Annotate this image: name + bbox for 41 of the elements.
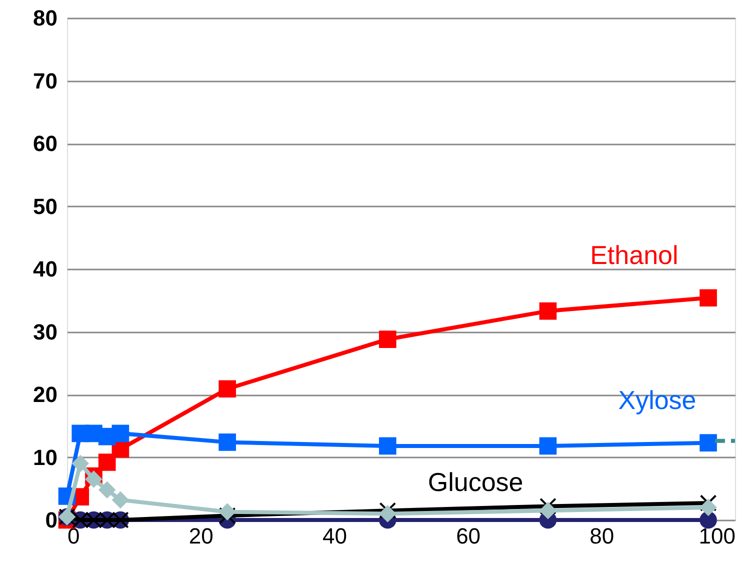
point bbox=[539, 302, 557, 320]
x-tick-label: 20 bbox=[188, 524, 214, 548]
point bbox=[218, 503, 236, 520]
y-tick-label: 10 bbox=[33, 444, 58, 470]
x-tick-label: 40 bbox=[322, 524, 347, 548]
point bbox=[700, 434, 717, 452]
point bbox=[378, 437, 396, 455]
y-tick-label: 40 bbox=[33, 256, 58, 282]
point bbox=[72, 454, 90, 472]
y-tick-label: 0 bbox=[45, 508, 58, 532]
y-tick-label: 50 bbox=[33, 194, 58, 219]
series-label: Glucose bbox=[428, 467, 524, 498]
y-tick-label: 70 bbox=[33, 68, 58, 94]
point bbox=[98, 454, 116, 471]
point bbox=[540, 498, 556, 515]
point bbox=[700, 494, 717, 512]
y-tick-label: 60 bbox=[33, 131, 58, 156]
point bbox=[539, 437, 557, 455]
series-label: Ethanol bbox=[590, 240, 678, 270]
point bbox=[218, 380, 236, 398]
point bbox=[378, 505, 396, 522]
series-label: Xylose bbox=[618, 384, 696, 415]
y-tick-label: 20 bbox=[33, 382, 58, 407]
point bbox=[112, 424, 130, 442]
y-tick-label: 30 bbox=[33, 319, 58, 344]
point bbox=[700, 289, 717, 307]
point bbox=[85, 470, 102, 488]
x-tick-label: 80 bbox=[590, 524, 614, 548]
point bbox=[379, 502, 396, 520]
point bbox=[700, 498, 717, 516]
point bbox=[378, 330, 396, 348]
x-tick-label: 0 bbox=[68, 524, 80, 548]
point bbox=[700, 511, 717, 529]
point bbox=[112, 491, 130, 509]
point bbox=[218, 434, 236, 451]
point bbox=[539, 502, 557, 520]
x-tick-label: 60 bbox=[456, 524, 481, 548]
point bbox=[98, 481, 116, 499]
y-tick-label: 80 bbox=[33, 6, 58, 30]
point bbox=[218, 507, 236, 524]
x-tick-label: 100 bbox=[698, 524, 736, 548]
